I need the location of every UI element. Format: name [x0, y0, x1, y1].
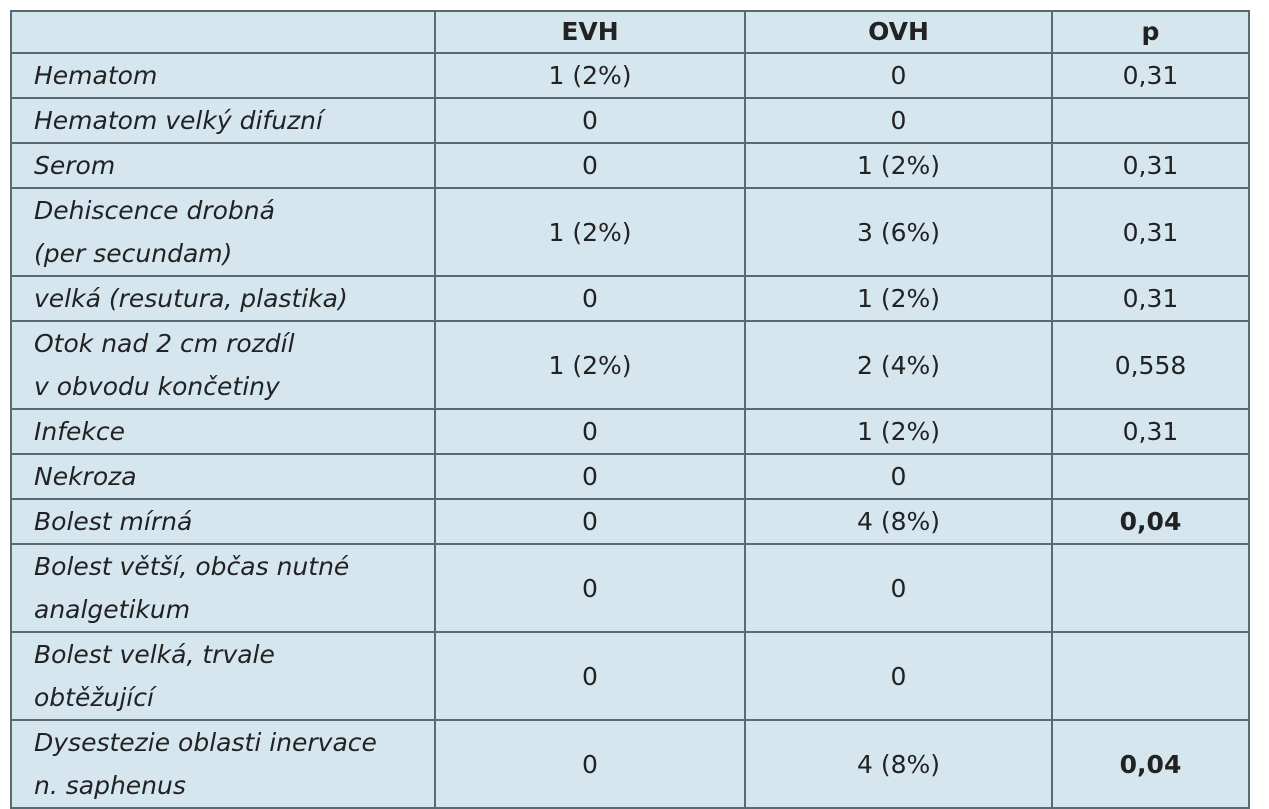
value-cell: 0,31	[1051, 187, 1250, 277]
table-row: Bolest mírná 0 4 (8%) 0,04	[10, 498, 1250, 545]
table-row: Bolest velká, trvale obtěžující 0 0	[10, 631, 1250, 721]
value-cell: 0	[744, 52, 1053, 99]
value-cell	[1051, 631, 1250, 721]
value-cell: 1 (2%)	[434, 52, 746, 99]
value-cell: 0	[434, 408, 746, 455]
value-cell: 0	[434, 631, 746, 721]
value-cell: 0,04	[1051, 498, 1250, 545]
value-cell: 0	[744, 543, 1053, 633]
value-cell: 0	[434, 275, 746, 322]
table-row: Nekroza 0 0	[10, 453, 1250, 500]
header-cell: EVH	[434, 10, 746, 54]
table-row: Serom 0 1 (2%) 0,31	[10, 142, 1250, 189]
value-cell: 2 (4%)	[744, 320, 1053, 410]
table-header: EVH OVH p	[10, 10, 1250, 54]
header-row: EVH OVH p	[10, 10, 1250, 54]
row-label: Dehiscence drobná (per secundam)	[10, 187, 436, 277]
table-row: velká (resutura, plastika) 0 1 (2%) 0,31	[10, 275, 1250, 322]
table-row: Dehiscence drobná (per secundam) 1 (2%) 3 …	[10, 187, 1250, 277]
value-cell: 4 (8%)	[744, 498, 1053, 545]
row-label: Bolest větší, občas nutné analgetikum	[10, 543, 436, 633]
value-cell	[1051, 543, 1250, 633]
value-cell: 0,04	[1051, 719, 1250, 809]
value-cell: 1 (2%)	[434, 187, 746, 277]
value-cell: 0	[434, 453, 746, 500]
value-cell: 0	[744, 453, 1053, 500]
table-row: Bolest větší, občas nutné analgetikum 0 0	[10, 543, 1250, 633]
value-cell	[1051, 97, 1250, 144]
row-label: Infekce	[10, 408, 436, 455]
table-row: Infekce 0 1 (2%) 0,31	[10, 408, 1250, 455]
value-cell: 1 (2%)	[744, 408, 1053, 455]
value-cell: 0	[434, 719, 746, 809]
value-cell: 0	[744, 631, 1053, 721]
table-row: Otok nad 2 cm rozdíl v obvodu končetiny 1…	[10, 320, 1250, 410]
row-label: Nekroza	[10, 453, 436, 500]
table-row: Dysestezie oblasti inervace n. saphenus 0…	[10, 719, 1250, 809]
row-label: Bolest mírná	[10, 498, 436, 545]
value-cell: 4 (8%)	[744, 719, 1053, 809]
value-cell: 1 (2%)	[744, 275, 1053, 322]
row-label: Hematom	[10, 52, 436, 99]
value-cell: 0,31	[1051, 408, 1250, 455]
complications-table: EVH OVH p Hematom 1 (2%) 0 0,31 Hematom velk…	[10, 10, 1250, 809]
value-cell: 1 (2%)	[434, 320, 746, 410]
value-cell: 0	[434, 543, 746, 633]
value-cell: 0	[434, 142, 746, 189]
value-cell: 0	[434, 97, 746, 144]
row-label: Otok nad 2 cm rozdíl v obvodu končetiny	[10, 320, 436, 410]
row-label: Serom	[10, 142, 436, 189]
row-label: velká (resutura, plastika)	[10, 275, 436, 322]
row-label: Dysestezie oblasti inervace n. saphenus	[10, 719, 436, 809]
table-row: Hematom velký difuzní 0 0	[10, 97, 1250, 144]
header-cell: p	[1051, 10, 1250, 54]
value-cell: 0,31	[1051, 52, 1250, 99]
value-cell: 1 (2%)	[744, 142, 1053, 189]
value-cell: 0	[744, 97, 1053, 144]
header-cell: OVH	[744, 10, 1053, 54]
row-label: Bolest velká, trvale obtěžující	[10, 631, 436, 721]
table-body: Hematom 1 (2%) 0 0,31 Hematom velký difuzní 0…	[10, 52, 1250, 809]
row-label: Hematom velký difuzní	[10, 97, 436, 144]
value-cell: 0	[434, 498, 746, 545]
value-cell: 3 (6%)	[744, 187, 1053, 277]
value-cell: 0,31	[1051, 275, 1250, 322]
corner-cell	[10, 10, 436, 54]
table-row: Hematom 1 (2%) 0 0,31	[10, 52, 1250, 99]
value-cell	[1051, 453, 1250, 500]
value-cell: 0,31	[1051, 142, 1250, 189]
value-cell: 0,558	[1051, 320, 1250, 410]
